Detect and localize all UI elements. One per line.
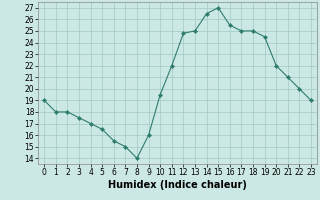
X-axis label: Humidex (Indice chaleur): Humidex (Indice chaleur): [108, 180, 247, 190]
